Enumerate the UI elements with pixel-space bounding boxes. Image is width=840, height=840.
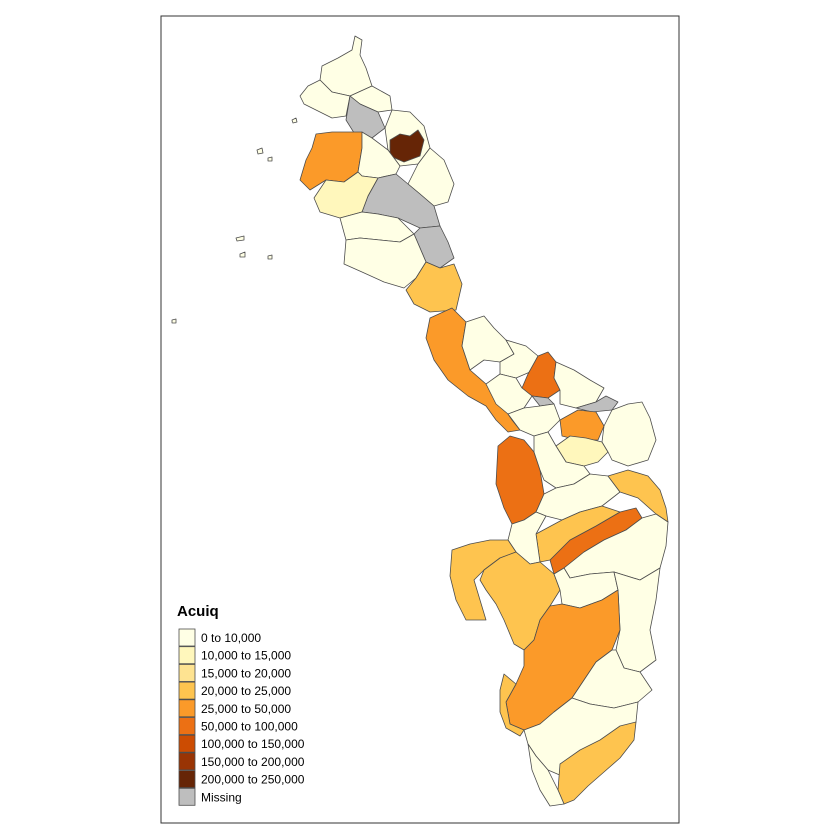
region-gold-west-2 xyxy=(499,673,525,737)
region-gold-west-1 xyxy=(449,539,517,621)
region-east-mid-1 xyxy=(601,401,657,467)
island-1 xyxy=(256,147,264,155)
legend-swatch xyxy=(178,681,196,700)
region-south-3 xyxy=(527,743,565,807)
legend-swatch xyxy=(178,770,196,788)
island-7 xyxy=(291,117,298,124)
legend-swatch xyxy=(178,734,196,753)
region-gold-diagonal xyxy=(535,505,621,563)
island-2 xyxy=(267,156,273,162)
legend-label: 25,000 to 50,000 xyxy=(201,702,291,716)
legend-label: 20,000 to 25,000 xyxy=(201,684,291,698)
legend-swatch xyxy=(178,787,196,806)
region-darkest xyxy=(389,129,425,163)
legend-swatch xyxy=(178,646,196,665)
region-north-coast-1 xyxy=(299,79,351,119)
legend-swatch xyxy=(178,628,196,647)
region-gold-east xyxy=(607,469,669,523)
legend-title: Acuiq xyxy=(177,603,219,620)
region-orange-mid xyxy=(521,351,561,399)
island-3 xyxy=(235,235,245,242)
legend-label: 0 to 10,000 xyxy=(201,631,261,645)
map-legend: Acuiq 0 to 10,000 10,000 to 15,000 15,000 … xyxy=(177,603,305,806)
legend-label: 200,000 to 250,000 xyxy=(201,773,305,787)
legend-label: 15,000 to 20,000 xyxy=(201,666,291,680)
legend-label: Missing xyxy=(201,790,242,804)
region-gold-1 xyxy=(405,261,463,313)
island-4 xyxy=(239,251,246,258)
legend-label: 150,000 to 200,000 xyxy=(201,755,305,769)
legend-swatch xyxy=(178,752,196,771)
region-pale-yellow-west xyxy=(313,171,379,219)
legend-label: 100,000 to 150,000 xyxy=(201,737,305,751)
legend-label: 50,000 to 100,000 xyxy=(201,720,298,734)
region-orange-east-1 xyxy=(559,409,605,441)
legend-swatch xyxy=(178,664,196,682)
region-missing-north xyxy=(345,95,386,139)
legend-label: 10,000 to 15,000 xyxy=(201,649,291,663)
island-6 xyxy=(171,318,177,324)
legend-swatch xyxy=(178,717,196,735)
island-5 xyxy=(267,254,273,260)
map-regions xyxy=(171,35,669,807)
legend-swatch xyxy=(178,699,196,718)
